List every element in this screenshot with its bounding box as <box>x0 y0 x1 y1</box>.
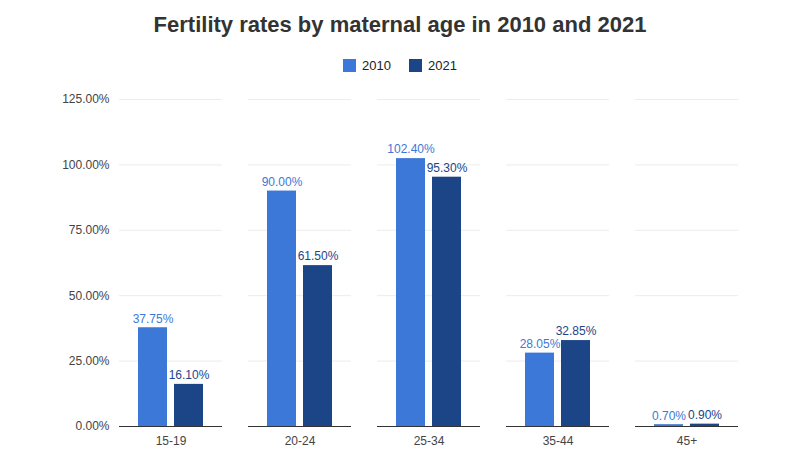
svg-text:15-19: 15-19 <box>156 434 187 448</box>
svg-text:28.05%: 28.05% <box>520 337 561 351</box>
svg-text:61.50%: 61.50% <box>298 249 339 263</box>
svg-text:50.00%: 50.00% <box>69 289 110 303</box>
svg-text:20-24: 20-24 <box>285 434 316 448</box>
svg-text:37.75%: 37.75% <box>133 312 174 326</box>
svg-text:0.00%: 0.00% <box>75 419 109 433</box>
svg-text:75.00%: 75.00% <box>69 223 110 237</box>
svg-text:45+: 45+ <box>677 434 697 448</box>
svg-text:95.30%: 95.30% <box>427 161 468 175</box>
svg-text:125.00%: 125.00% <box>62 92 110 106</box>
svg-text:102.40%: 102.40% <box>387 142 435 156</box>
html-text:2021: 2021 <box>428 57 457 73</box>
html-text:2010: 2010 <box>362 57 391 73</box>
svg-text:0.70%: 0.70% <box>652 409 686 423</box>
html-text:Fertility rates by maternal ag: Fertility rates by maternal age in 2010 … <box>153 12 647 37</box>
svg-text:0.90%: 0.90% <box>688 408 722 422</box>
svg-text:16.10%: 16.10% <box>169 368 210 382</box>
svg-text:25-34: 25-34 <box>414 434 445 448</box>
svg-text:90.00%: 90.00% <box>262 175 303 189</box>
svg-text:32.85%: 32.85% <box>556 324 597 338</box>
svg-text:25.00%: 25.00% <box>69 354 110 368</box>
svg-text:100.00%: 100.00% <box>62 158 110 172</box>
svg-text:35-44: 35-44 <box>543 434 574 448</box>
